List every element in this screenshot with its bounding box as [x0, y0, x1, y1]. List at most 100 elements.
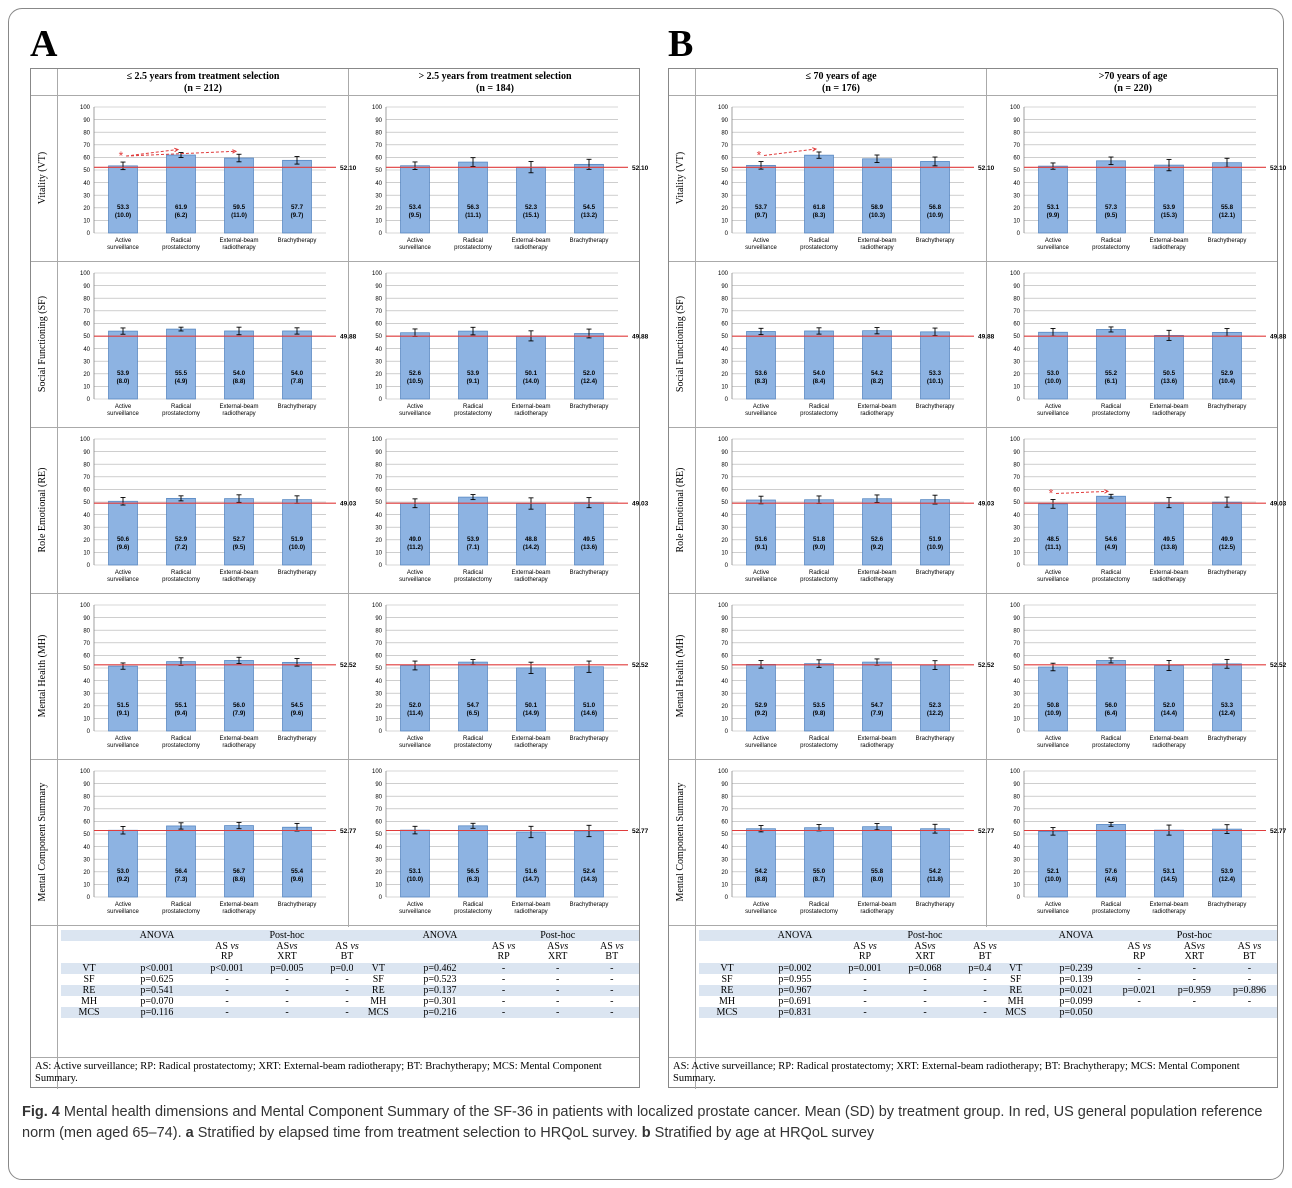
bar-sd-label: (11.1)	[465, 212, 481, 219]
posthoc-p-value: -	[317, 1007, 377, 1018]
bar-mean-label: 51.8	[813, 536, 826, 543]
bar	[746, 164, 776, 234]
bar	[920, 499, 950, 566]
bar	[1038, 666, 1068, 732]
x-tick-label: Brachytherapy	[1208, 404, 1247, 410]
bar-chart: 0 10 20 30 40 50 60 70 80 90 100 53.7(9.7) Activesur…	[718, 105, 995, 251]
y-tick-label: 40	[1013, 679, 1020, 685]
x-tick-label: radiotherapy	[860, 909, 893, 915]
bar-mean-label: 56.7	[233, 868, 246, 875]
x-tick-label: surveillance	[745, 743, 777, 749]
reference-norm-label: 49.88	[632, 334, 649, 341]
bar-chart: 0 10 20 30 40 50 60 70 80 90 100 53.0(10.0) Activesu…	[1010, 271, 1287, 417]
x-tick-label: prostatectomy	[800, 743, 838, 749]
stats-header-cell: ANOVA	[117, 930, 197, 941]
y-tick-label: 10	[1013, 385, 1020, 391]
y-tick-label: 100	[372, 105, 383, 111]
bar-sd-label: (9.4)	[175, 710, 188, 717]
anova-p-value: p=0.139	[1059, 974, 1093, 985]
y-tick-label: 10	[375, 219, 382, 225]
x-tick-label: radiotherapy	[514, 411, 547, 417]
bar	[920, 161, 950, 234]
bar-chart: 0 10 20 30 40 50 60 70 80 90 100 52.0(11.4) Activesu…	[372, 603, 649, 749]
y-tick-label: 100	[718, 603, 729, 609]
bar-chart: 0 10 20 30 40 50 60 70 80 90 100 52.6(10.5) Activesu…	[372, 271, 649, 417]
bar	[166, 661, 196, 732]
x-tick-label: Radical	[1101, 736, 1121, 742]
posthoc-p-value: p<0.001	[197, 963, 257, 974]
y-tick-label: 50	[375, 500, 382, 506]
y-tick-label: 60	[375, 322, 382, 328]
y-tick-label: 60	[83, 156, 90, 162]
bar-mean-label: 56.0	[1105, 702, 1118, 709]
reference-norm-label: 49.88	[1270, 334, 1287, 341]
stats-empty-cell	[61, 941, 117, 963]
stats-comparison-row: AS vs RP ASvs XRT AS vs BT	[353, 941, 639, 963]
y-tick-label: 0	[1017, 729, 1021, 735]
x-tick-label: External-beam	[857, 404, 896, 410]
row-separator	[31, 427, 639, 428]
bar-mean-label: 52.6	[409, 370, 422, 377]
reference-norm-label: 52.10	[632, 165, 649, 172]
reference-norm-label: 49.03	[1270, 501, 1287, 508]
bar	[804, 330, 834, 400]
y-tick-label: 90	[1013, 616, 1020, 622]
x-tick-label: surveillance	[1037, 743, 1069, 749]
reference-norm-label: 49.88	[340, 334, 357, 341]
bar	[166, 825, 196, 898]
x-tick-label: surveillance	[107, 743, 139, 749]
bar-sd-label: (4.9)	[1105, 544, 1118, 551]
bar	[224, 330, 254, 400]
stats-row: MH p=0.070 - - -	[61, 996, 377, 1007]
y-tick-label: 20	[83, 538, 90, 544]
posthoc-p-value: -	[197, 1007, 257, 1018]
y-tick-label: 70	[1013, 641, 1020, 647]
row-separator	[669, 593, 1277, 594]
anova-p-value: p=0.523	[423, 974, 457, 985]
caption-text: Mental health dimensions and Mental Comp…	[22, 1104, 1263, 1141]
x-tick-label: External-beam	[857, 736, 896, 742]
posthoc-p-value: p=0.896	[1221, 985, 1277, 996]
stats-dimension: MH	[1007, 996, 1024, 1007]
row-separator	[669, 925, 1277, 926]
stats-row: VT p=0.239- - -	[991, 963, 1277, 974]
posthoc-p-value: -	[530, 1007, 585, 1018]
y-tick-label: 50	[1013, 666, 1020, 672]
x-tick-label: Brachytherapy	[570, 404, 609, 410]
y-tick-label: 50	[83, 666, 90, 672]
y-tick-label: 60	[83, 820, 90, 826]
bar	[746, 663, 776, 732]
bar	[574, 830, 604, 898]
bar-chart: 0 10 20 30 40 50 60 70 80 90 100 53.4(9.5) Activesur…	[372, 105, 649, 251]
x-tick-label: radiotherapy	[1152, 909, 1185, 915]
y-tick-label: 0	[87, 563, 91, 569]
row-label: Mental Health (MH)	[37, 634, 48, 718]
bar-chart: 010203040506070809010054.2(8.8)Activesur…	[718, 769, 995, 915]
anova-p-value: p=0.216	[403, 1007, 477, 1018]
caption-b-label: b	[641, 1125, 651, 1141]
bar-mean-label: 54.2	[871, 370, 884, 377]
y-tick-label: 90	[375, 284, 382, 290]
bar-sd-label: (9.8)	[813, 710, 826, 717]
bar-mean-label: 57.3	[1105, 204, 1118, 211]
bar	[108, 665, 138, 732]
y-tick-label: 20	[375, 206, 382, 212]
bar-mean-label: 55.4	[291, 868, 304, 875]
posthoc-p-value: -	[610, 996, 614, 1007]
stats-header-row: ANOVA Post-hoc	[61, 930, 377, 941]
x-tick-label: Radical	[1101, 902, 1121, 908]
bar-mean-label: 54.0	[233, 370, 246, 377]
x-tick-label: Brachytherapy	[1208, 736, 1247, 742]
bar-mean-label: 55.2	[1105, 370, 1118, 377]
x-tick-label: surveillance	[399, 245, 431, 251]
bar-mean-label: 55.0	[813, 868, 826, 875]
stats-table: ANOVA Post-hoc AS vs RP ASvs XRT AS vs BT VT p…	[61, 930, 377, 1018]
y-tick-label: 100	[80, 603, 91, 609]
comparison-header: AS vs BT	[955, 941, 1015, 963]
bar-chart: 0 10 20 30 40 50 60 70 80 90 100 52.9(9.2) Activesur…	[718, 603, 995, 749]
x-tick-label: Active	[1045, 404, 1062, 410]
stats-row: SF p=0.139 - - -	[991, 974, 1277, 985]
posthoc-p-value: p=0.071	[317, 963, 377, 974]
posthoc-p-value: p=0.467	[955, 963, 1015, 974]
y-tick-label: 90	[721, 450, 728, 456]
